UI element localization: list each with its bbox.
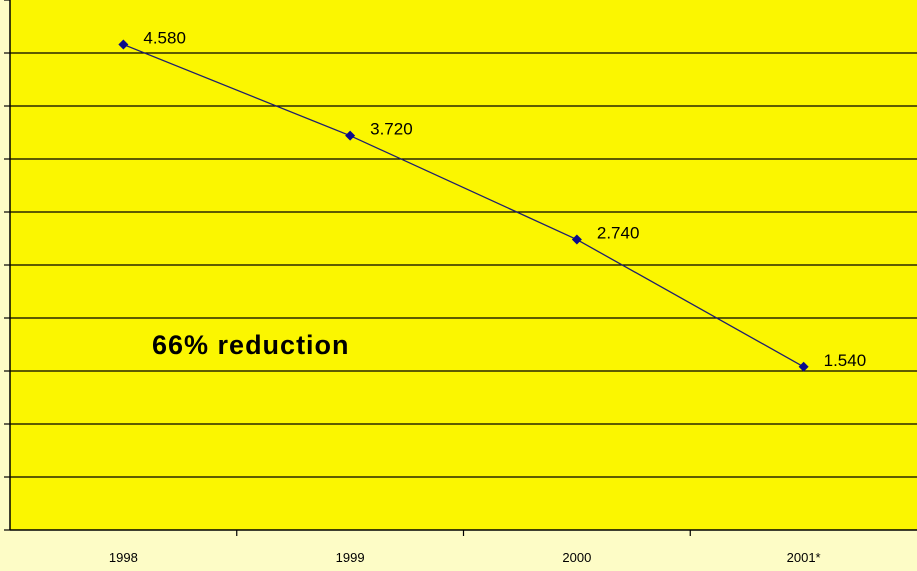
x-tick-label: 2000 (562, 550, 591, 565)
data-label: 4.580 (143, 29, 186, 48)
data-point (798, 361, 809, 372)
series-markers (118, 39, 809, 372)
data-label: 1.540 (824, 351, 867, 370)
data-point (571, 234, 582, 245)
reduction-annotation: 66% reduction (152, 330, 350, 360)
data-point (118, 39, 129, 50)
axis-ticks (4, 0, 691, 536)
series-line (123, 43, 804, 368)
x-tick-label: 2001* (787, 550, 821, 565)
data-point (345, 130, 356, 141)
gridlines (10, 52, 917, 478)
data-labels: 4.580 3.720 2.740 1.540 (143, 29, 866, 370)
data-label: 3.720 (370, 120, 413, 139)
x-tick-labels: 1998 1999 2000 2001* (109, 550, 821, 565)
x-tick-label: 1998 (109, 550, 138, 565)
data-label: 2.740 (597, 224, 640, 243)
x-tick-label: 1999 (336, 550, 365, 565)
